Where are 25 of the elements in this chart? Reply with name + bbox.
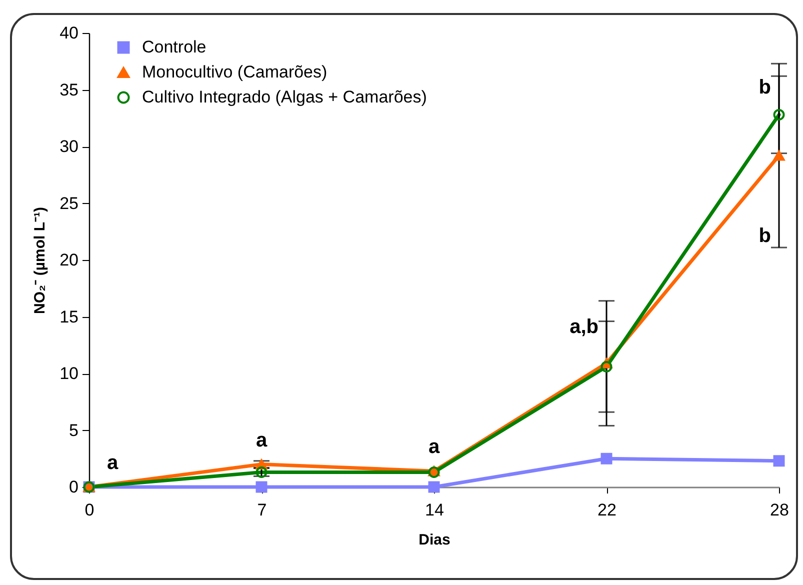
x-tick-label: 7 (257, 500, 267, 520)
x-tick-label: 14 (425, 500, 444, 520)
annotation: a,b (570, 316, 598, 338)
x-tick-label: 0 (84, 500, 94, 520)
y-axis-title: NO₂⁻ (µmol L⁻¹) (32, 207, 49, 314)
x-axis-title: Dias (418, 532, 450, 548)
y-tick-label: 15 (60, 307, 78, 326)
y-tick-label: 25 (60, 194, 78, 213)
legend-label: Cultivo Integrado (Algas + Camarões) (142, 88, 427, 106)
y-tick-label: 5 (69, 420, 78, 440)
x-tick-label: 28 (770, 500, 789, 520)
annotation: b (758, 76, 771, 98)
annotation: a (256, 429, 268, 452)
y-tick-label: 10 (60, 364, 78, 383)
y-tick-label: 35 (60, 80, 78, 100)
y-tick-label: 40 (60, 24, 78, 42)
y-tick-label: 30 (60, 137, 78, 156)
x-tick-label: 22 (598, 500, 616, 520)
legend-label: Controle (142, 38, 206, 56)
annotation: b (758, 225, 771, 248)
annotation: a (107, 452, 119, 474)
y-tick-label: 0 (69, 478, 78, 496)
y-tick-label: 20 (60, 250, 78, 270)
annotation: a (428, 436, 440, 458)
legend-label: Monocultivo (Camarões) (142, 62, 328, 82)
